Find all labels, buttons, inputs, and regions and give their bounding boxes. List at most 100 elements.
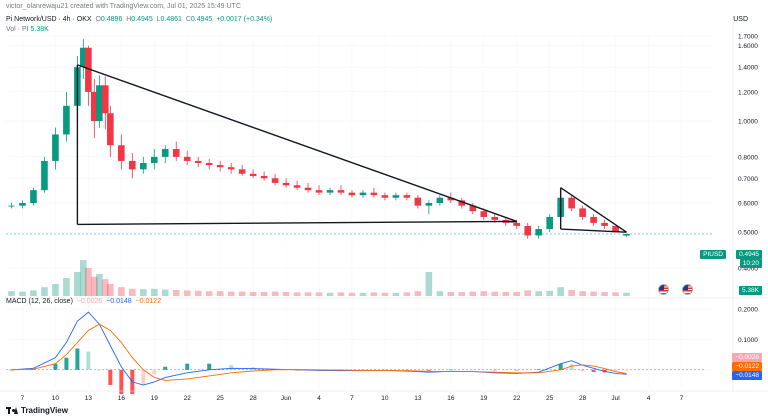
volume-bar: [74, 272, 81, 296]
volume-bar: [447, 292, 455, 296]
candle-body: [392, 195, 400, 198]
volume-bar: [19, 291, 26, 296]
volume-bar: [579, 291, 586, 296]
price-tick-label: 0.6000: [738, 200, 758, 207]
volume-bar: [601, 292, 608, 296]
price-tick-label: 1.7000: [738, 34, 758, 41]
volume-legend[interactable]: Vol · PI 5.38K: [6, 26, 49, 33]
macd-histogram-bar: [152, 369, 157, 375]
volume-bar: [304, 292, 312, 296]
candle-body: [579, 208, 586, 217]
x-tick-label: 16: [118, 395, 126, 402]
macd-histogram-bar: [185, 363, 190, 370]
candle-body: [227, 167, 235, 170]
volume-bar: [63, 278, 70, 296]
macd-histogram-bar: [569, 364, 574, 370]
candle-body: [19, 202, 26, 206]
candle-body: [194, 160, 202, 163]
open-label: O: [95, 16, 101, 23]
low-value: 0.4861: [160, 16, 182, 23]
price-badge: 0.4945: [736, 250, 762, 259]
price-tick-label: 0.7000: [738, 176, 758, 183]
macd-histogram-bar: [536, 369, 541, 370]
us-flag-icon[interactable]: [658, 284, 669, 295]
candle-body: [414, 197, 422, 206]
tradingview-logo-icon: [6, 407, 18, 414]
volume-bar: [513, 292, 521, 296]
price-tick-label: 0.5000: [738, 230, 758, 237]
volume-bar: [590, 291, 597, 296]
candle-body: [601, 222, 608, 226]
candle-body: [337, 190, 345, 193]
volume-bar: [194, 290, 202, 296]
x-tick-label: 7: [21, 395, 25, 402]
macd-histogram-bar: [558, 363, 563, 370]
tradingview-logo: TradingView: [6, 406, 68, 415]
candle-body: [282, 182, 290, 186]
volume-bar: [183, 290, 191, 296]
macd-histogram-bar: [448, 369, 453, 371]
macd-hist-badge: −0.0026: [732, 353, 762, 362]
x-tick-label: 16: [447, 395, 455, 402]
volume-bar: [392, 292, 400, 296]
volume-bar: [172, 290, 180, 296]
macd-legend[interactable]: MACD (12, 26, close) −0.0026 −0.0148 −0.…: [6, 298, 161, 305]
volume-bar: [315, 292, 323, 296]
candle-body: [183, 156, 191, 161]
macd-histogram-bar: [514, 369, 519, 371]
us-flag-icon[interactable]: [682, 284, 693, 295]
volume-bar: [425, 272, 433, 296]
candle-body: [491, 216, 499, 220]
macd-histogram-bar: [141, 369, 146, 385]
volume-bar: [381, 292, 389, 296]
macd-histogram-bar: [404, 369, 409, 371]
volume-bar: [535, 291, 542, 296]
candle-body: [480, 211, 488, 217]
candle-body: [513, 222, 521, 226]
macd-histogram-bar: [229, 365, 234, 370]
volume-bar: [260, 292, 268, 296]
volume-bar: [118, 287, 125, 296]
volume-bar: [436, 291, 444, 296]
volume-bar: [238, 291, 246, 296]
candle-body: [370, 192, 378, 196]
triangle-trendlines[interactable]: [76, 64, 627, 233]
volume-bar: [80, 260, 87, 296]
volume-label: Vol · PI: [6, 26, 29, 33]
candle-body: [101, 85, 109, 114]
candle-body: [436, 197, 444, 203]
candle-body: [85, 47, 92, 92]
triangle-1-base: [77, 220, 517, 226]
volume-bar: [8, 291, 15, 296]
volume-bar: [480, 291, 488, 296]
macd-histogram-bar: [97, 369, 102, 371]
x-tick-label: 13: [85, 395, 93, 402]
candle-body: [535, 229, 542, 236]
symbol-legend[interactable]: Pi Network/USD · 4h · OKX O0.4896 H0.494…: [6, 16, 272, 23]
volume-bar: [271, 291, 279, 296]
macd-histogram-bar: [613, 369, 618, 372]
price-tick-label: 0.8000: [738, 154, 758, 161]
volume-bar: [326, 292, 334, 296]
volume-bar: [282, 292, 290, 296]
candle-body: [425, 202, 433, 206]
candle-body: [52, 134, 59, 161]
macd-histogram-bar: [624, 369, 629, 371]
candle-body: [150, 156, 158, 163]
x-tick-label: 19: [151, 395, 159, 402]
volume-bar: [359, 292, 367, 296]
volume-bar: [612, 292, 619, 296]
price-tick-label: 1.2000: [738, 89, 758, 96]
macd-signal-badge: −0.0122: [732, 362, 762, 371]
x-tick-label: 22: [184, 395, 192, 402]
candle-body: [612, 225, 619, 233]
volume-bar: [249, 292, 257, 296]
price-tick-label: 1.4000: [738, 65, 758, 72]
volume-bar: [557, 287, 564, 296]
high-value: 0.4945: [131, 16, 153, 23]
x-tick-label: 7: [350, 395, 354, 402]
volume-bar: [546, 290, 553, 296]
volume-bar: [30, 290, 37, 296]
candle-body: [118, 145, 125, 161]
